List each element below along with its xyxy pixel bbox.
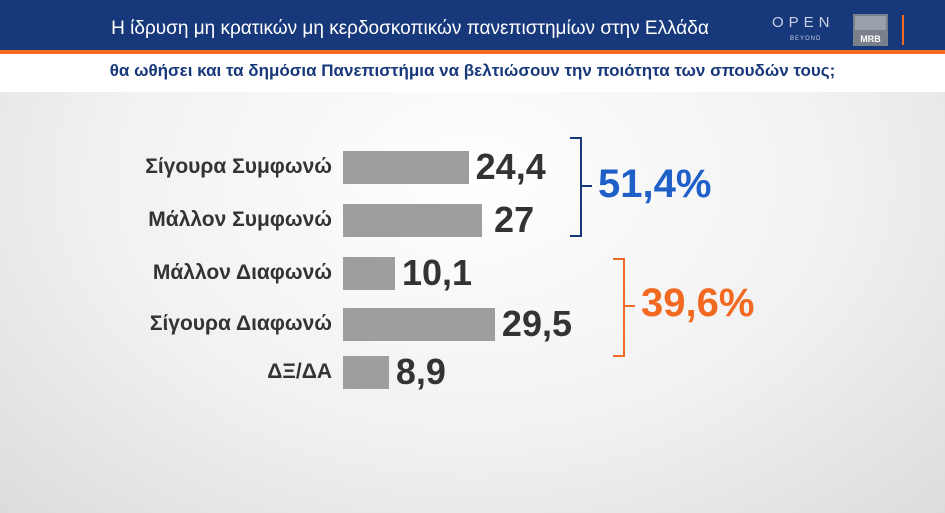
open-logo-beyond: BEYOND	[790, 36, 822, 42]
value-label: 27	[494, 199, 535, 240]
value-label: 10,1	[402, 252, 473, 293]
category-label: Μάλλον Συμφωνώ	[148, 208, 332, 231]
agree-bracket	[570, 137, 582, 237]
disagree-total: 39,6%	[641, 281, 755, 325]
value-label: 29,5	[501, 303, 572, 344]
mrb-logo: MRB	[853, 14, 888, 46]
subtitle-band: θα ωθήσει και τα δημόσια Πανεπιστήμια να…	[0, 54, 945, 92]
bar	[343, 204, 483, 237]
question-subtitle: θα ωθήσει και τα δημόσια Πανεπιστήμια να…	[109, 61, 836, 80]
bar	[343, 257, 395, 290]
category-label: Σίγουρα Διαφωνώ	[149, 312, 332, 335]
value-label: 8,9	[395, 351, 446, 392]
category-label: Μάλλον Διαφωνώ	[152, 261, 332, 284]
bar	[343, 356, 389, 389]
bar	[343, 308, 495, 341]
header-bar	[0, 0, 945, 50]
category-label: Σίγουρα Συμφωνώ	[145, 155, 332, 178]
bar	[343, 151, 469, 184]
open-logo: OPEN	[772, 14, 835, 31]
logo-divider	[902, 15, 904, 45]
value-label: 24,4	[475, 146, 546, 187]
disagree-bracket-tick	[625, 305, 635, 307]
header-accent-line	[0, 50, 945, 54]
agree-total: 51,4%	[598, 162, 712, 206]
category-label: ΔΞ/ΔΑ	[267, 360, 332, 383]
agree-bracket-tick	[582, 185, 592, 187]
page-title: Η ίδρυση μη κρατικών μη κερδοσκοπικών πα…	[111, 18, 709, 39]
disagree-bracket	[613, 258, 625, 357]
